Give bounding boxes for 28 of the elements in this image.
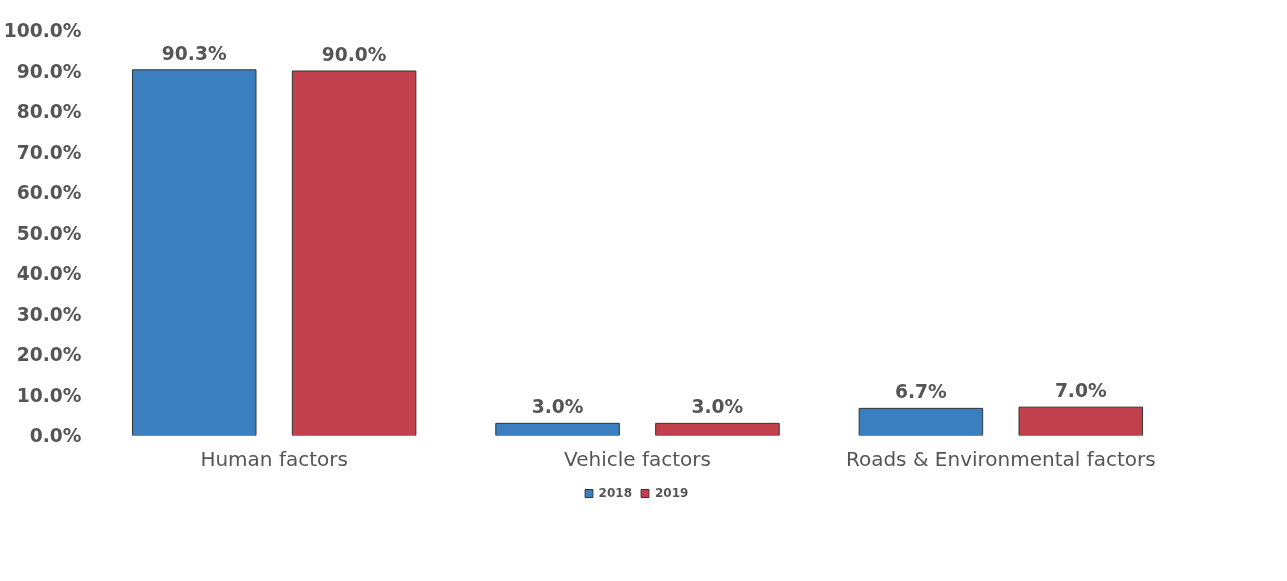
bar [495,422,620,436]
y-tick-label: 60.0% [16,182,82,203]
data-label: 3.0% [531,396,584,418]
bar [655,422,780,436]
data-label: 6.7% [895,381,948,403]
y-tick-label: 100.0% [3,20,82,41]
x-tick-label: Human factors [200,446,348,471]
data-label: 90.3% [161,42,227,64]
y-tick-label: 70.0% [16,141,82,163]
y-tick-label: 0.0% [29,425,82,446]
y-tick-label: 10.0% [16,384,82,406]
y-tick-label: 50.0% [16,222,82,244]
y-tick-label: 40.0% [16,263,82,284]
x-tick-label: Roads & Environmental factors [845,446,1156,471]
y-tick-label: 90.0% [16,60,82,82]
bar [131,69,257,436]
bar [291,70,417,436]
y-tick-label: 80.0% [16,101,82,122]
data-label: 3.0% [691,396,744,418]
x-tick-label: Vehicle factors [564,446,711,471]
bar [858,407,984,436]
data-label: 7.0% [1054,380,1107,402]
legend-label: 2019 [655,486,689,500]
data-label: 90.0% [321,44,387,65]
legend-label: 2018 [598,486,632,500]
y-tick-label: 30.0% [16,303,82,325]
y-tick-label: 20.0% [16,344,82,365]
bar [1018,406,1144,436]
